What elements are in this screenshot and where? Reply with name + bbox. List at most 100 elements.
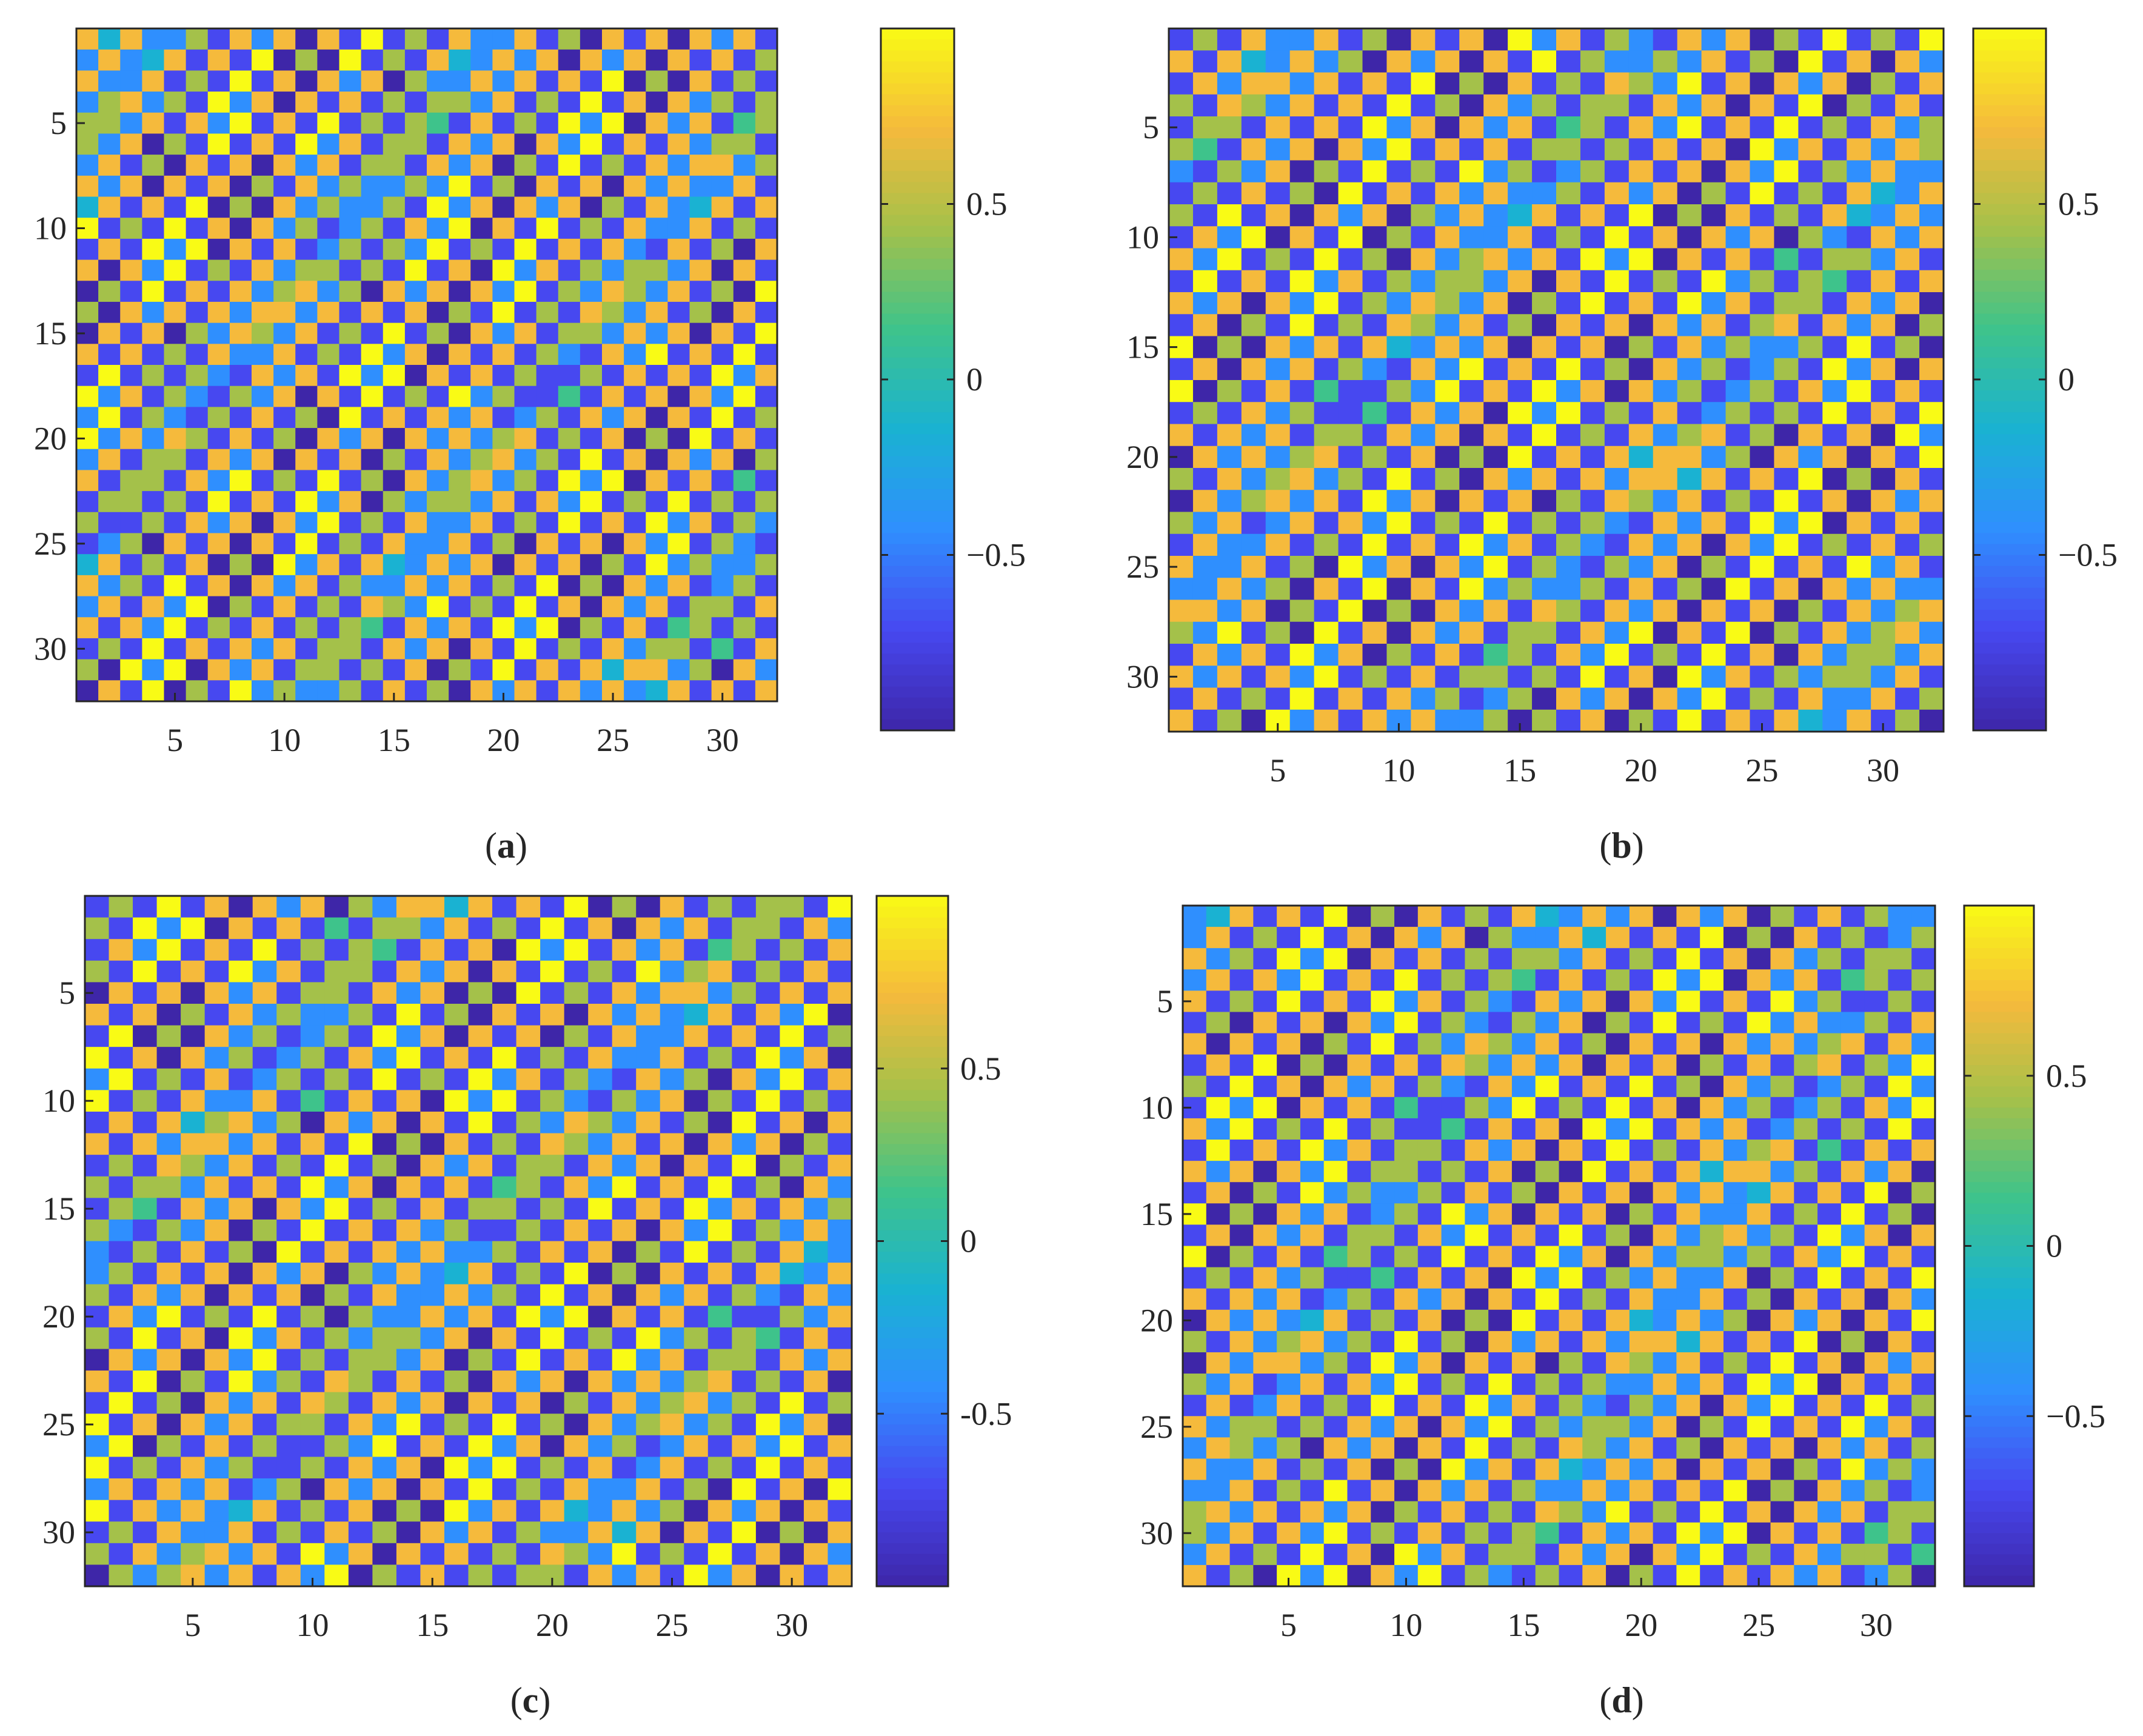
colorbar-segment — [1964, 1214, 2034, 1226]
heatmap-cell — [317, 470, 340, 492]
heatmap-cell — [1217, 424, 1242, 447]
heatmap-cell — [181, 1435, 206, 1458]
heatmap-cell — [1871, 160, 1896, 183]
colorbar: 0.50−0.5 — [1972, 27, 2118, 732]
heatmap-cell — [300, 1198, 325, 1220]
heatmap-cell — [711, 196, 734, 218]
heatmap-cell — [1441, 927, 1465, 949]
heatmap-cell — [317, 344, 340, 366]
heatmap-cell — [689, 259, 712, 281]
heatmap-cell — [1847, 50, 1871, 73]
heatmap-cell — [142, 175, 165, 198]
heatmap-cell — [1300, 1140, 1325, 1161]
heatmap-cell — [1265, 621, 1291, 644]
heatmap-cell — [1459, 358, 1484, 381]
heatmap-cell — [1441, 1182, 1465, 1204]
heatmap-cell — [1169, 380, 1194, 402]
heatmap-cell — [580, 491, 603, 513]
heatmap-cell — [1371, 1501, 1395, 1523]
heatmap-cell — [1435, 578, 1460, 601]
heatmap-cell — [1417, 1054, 1442, 1077]
heatmap-cell — [98, 449, 121, 471]
heatmap-cell — [1300, 1309, 1325, 1332]
heatmap-cell — [803, 1457, 829, 1479]
heatmap-cell — [827, 1090, 852, 1112]
heatmap-cell — [516, 1025, 541, 1047]
heatmap-cell — [492, 1176, 517, 1198]
heatmap-cell — [1338, 578, 1363, 601]
heatmap-cell — [404, 196, 427, 218]
heatmap-cell — [1653, 1118, 1677, 1140]
colorbar-segment — [877, 949, 948, 961]
heatmap-cell — [1183, 1288, 1207, 1310]
heatmap-cell — [317, 512, 340, 534]
heatmap-cell — [1723, 1437, 1748, 1460]
y-tick-label: 30 — [1140, 1515, 1173, 1551]
heatmap-cell — [1794, 969, 1818, 991]
heatmap-cell — [1774, 578, 1799, 601]
heatmap-cell — [636, 939, 661, 961]
heatmap-cell — [684, 1241, 709, 1263]
colorbar-segment — [1964, 1278, 2034, 1289]
heatmap-cell — [660, 1111, 684, 1134]
heatmap-cell — [580, 596, 603, 618]
colorbar-segment — [877, 1263, 948, 1274]
heatmap-cell — [142, 470, 165, 492]
colorbar-segment — [881, 489, 954, 501]
x-tick-label: 5 — [1280, 1607, 1297, 1643]
heatmap-cell — [1701, 94, 1727, 117]
heatmap-cell — [667, 218, 690, 239]
heatmap-cell — [1206, 1161, 1231, 1183]
heatmap-cell — [1677, 380, 1702, 402]
heatmap-cell — [1604, 358, 1630, 381]
heatmap-cell — [1435, 380, 1460, 402]
heatmap-cell — [1604, 709, 1630, 732]
heatmap-cell — [689, 617, 712, 639]
colorbar-segment — [1973, 456, 2046, 468]
heatmap-cell — [444, 1564, 469, 1587]
heatmap-cell — [540, 1068, 565, 1090]
heatmap-cell — [755, 1414, 781, 1436]
heatmap-cell — [580, 407, 603, 429]
heatmap-cell — [580, 259, 603, 281]
heatmap-cell — [492, 1090, 517, 1112]
heatmap-cell — [181, 1241, 206, 1263]
heatmap-cell — [1289, 160, 1315, 183]
heatmap-cell — [689, 175, 712, 198]
heatmap-cell — [1217, 116, 1242, 139]
heatmap-cell — [1677, 599, 1702, 623]
heatmap-cell — [1314, 50, 1339, 73]
heatmap-cell — [827, 1219, 852, 1242]
heatmap-cell — [1323, 1522, 1348, 1544]
heatmap-cell — [404, 386, 427, 407]
heatmap-cell — [383, 554, 406, 576]
heatmap-cell — [273, 638, 296, 660]
colorbar-segment — [1964, 990, 2034, 1002]
heatmap-cell — [1300, 1501, 1325, 1523]
heatmap-cell — [1217, 446, 1242, 469]
heatmap-cell — [1394, 1033, 1419, 1055]
heatmap-cell — [660, 1068, 684, 1090]
heatmap-cell — [1394, 1288, 1419, 1310]
heatmap-cell — [1582, 990, 1606, 1013]
heatmap-cell — [204, 1025, 229, 1047]
heatmap-cell — [755, 1521, 781, 1544]
heatmap-cell — [1701, 270, 1727, 293]
heatmap-cell — [120, 680, 142, 702]
heatmap-cell — [427, 659, 449, 681]
heatmap-cell — [252, 982, 277, 1004]
heatmap-cell — [444, 1219, 469, 1242]
heatmap-cell — [120, 449, 142, 471]
heatmap-cell — [1629, 906, 1654, 927]
heatmap-cell — [733, 301, 756, 324]
x-tick-label: 20 — [487, 722, 520, 758]
heatmap-cell — [612, 1543, 637, 1565]
heatmap-cell — [133, 1090, 158, 1112]
x-tick-label: 15 — [378, 722, 410, 758]
heatmap-cell — [317, 133, 340, 155]
heatmap-cell — [317, 386, 340, 407]
heatmap-cell — [339, 344, 362, 366]
heatmap-cell — [207, 659, 230, 681]
heatmap-cell — [1774, 490, 1799, 513]
heatmap-cell — [1604, 314, 1630, 337]
